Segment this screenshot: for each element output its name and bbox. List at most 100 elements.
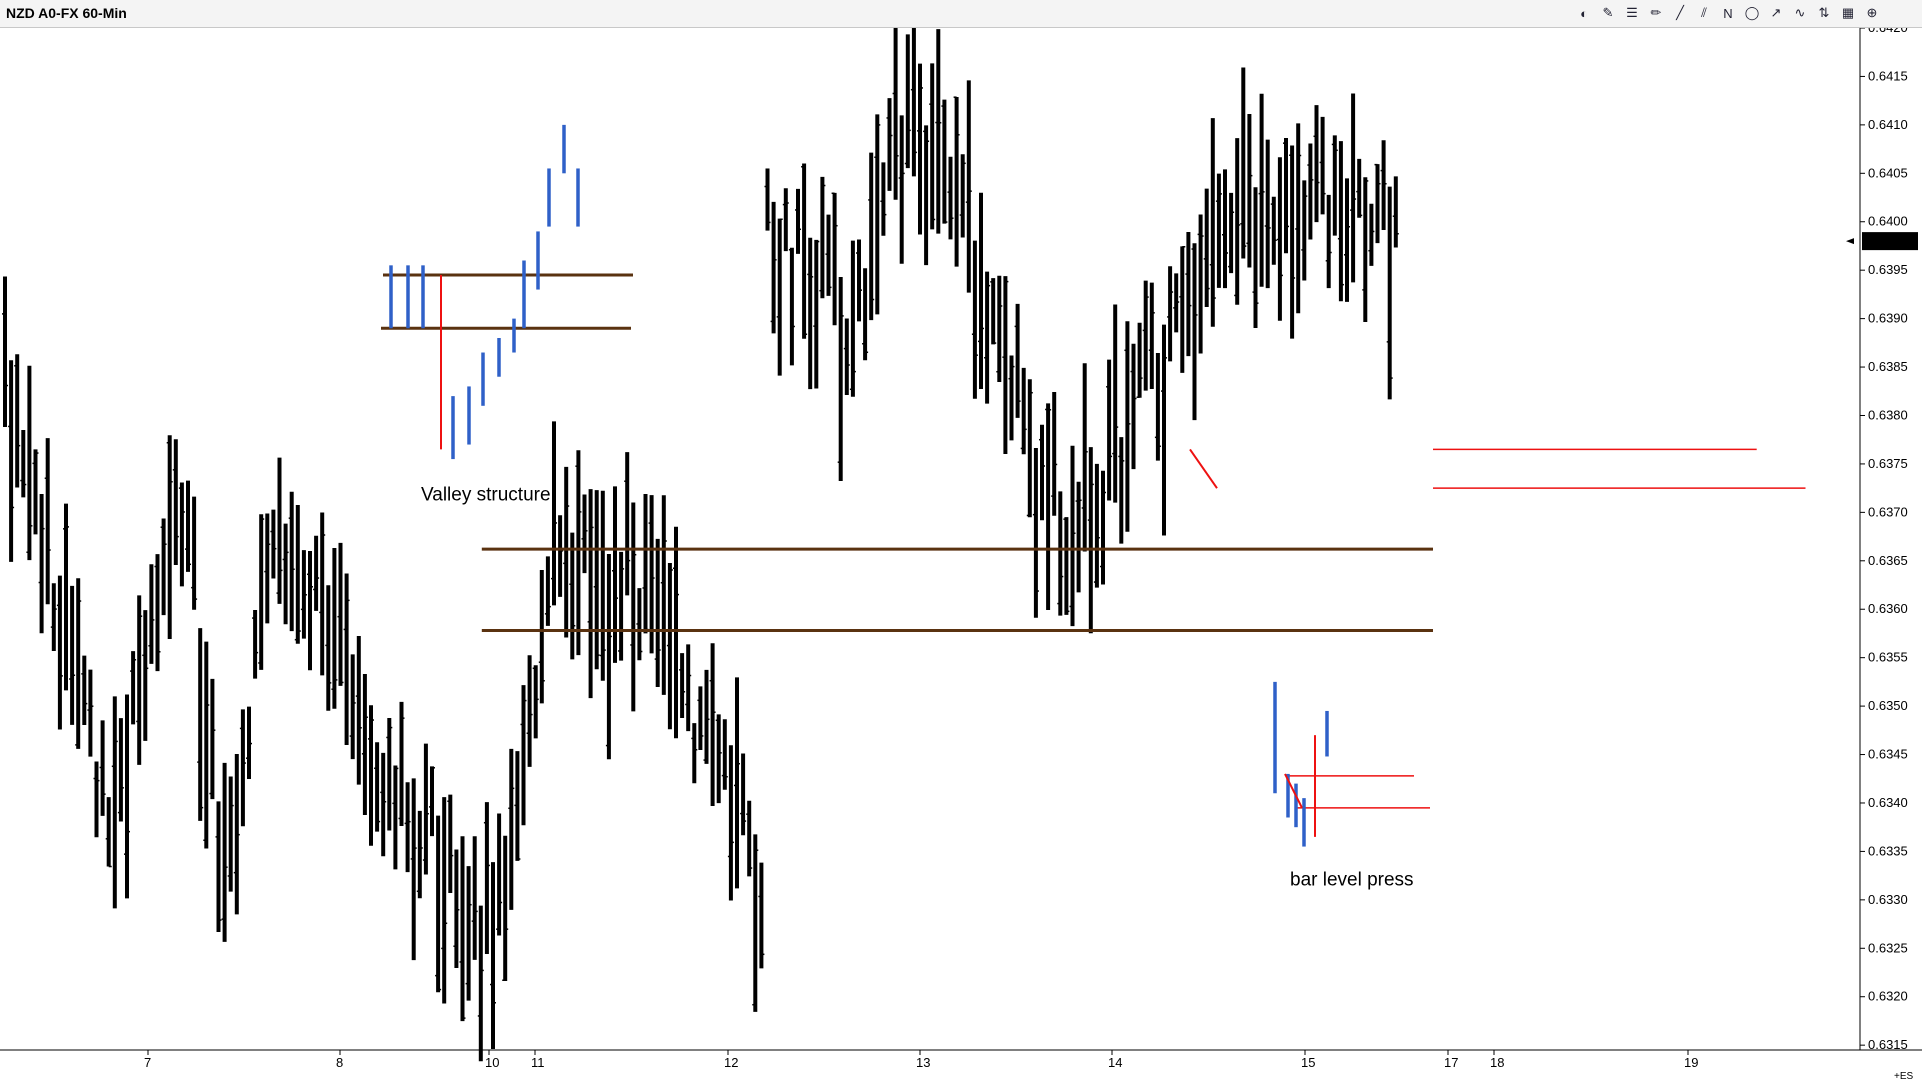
ohlc-bar bbox=[410, 778, 417, 961]
date-tick-label: 10 bbox=[485, 1055, 499, 1070]
price-tick-label: 0.6415 bbox=[1868, 68, 1908, 83]
parallel-lines-icon[interactable]: ⫽ bbox=[1701, 5, 1707, 20]
ohlc-bar bbox=[160, 518, 167, 616]
ohlc-bar bbox=[355, 635, 362, 785]
ohlc-bar bbox=[849, 240, 856, 397]
ohlc-bar bbox=[282, 523, 289, 625]
ohlc-bar bbox=[801, 163, 808, 339]
price-tick-label: 0.6395 bbox=[1868, 262, 1908, 277]
ohlc-bar bbox=[648, 495, 655, 654]
ohlc-bar bbox=[679, 653, 686, 719]
pencil-icon[interactable]: ✏ bbox=[1650, 5, 1662, 20]
n-icon[interactable]: N bbox=[1723, 5, 1733, 21]
ohlc-bar bbox=[20, 430, 27, 498]
ohlc-bar bbox=[599, 490, 606, 681]
ohlc-bar bbox=[374, 742, 381, 832]
price-tick-label: 0.6380 bbox=[1868, 407, 1908, 422]
date-tick-label: 15 bbox=[1301, 1055, 1315, 1070]
ohlc-bar bbox=[99, 720, 106, 816]
ohlc-bar bbox=[642, 494, 649, 634]
ohlc-bar bbox=[337, 542, 344, 686]
ohlc-bar bbox=[752, 834, 759, 1012]
price-tick-label: 0.6360 bbox=[1868, 601, 1908, 616]
ohlc-bar bbox=[593, 490, 600, 670]
ohlc-bar bbox=[770, 201, 777, 334]
ohlc-bar bbox=[624, 452, 631, 596]
ohlc-bar bbox=[343, 573, 350, 746]
ohlc-bar bbox=[843, 318, 850, 395]
ohlc-bar bbox=[1356, 158, 1363, 218]
date-tick-label: 19 bbox=[1684, 1055, 1698, 1070]
ohlc-bar bbox=[1301, 180, 1308, 281]
ohlc-bar bbox=[1289, 145, 1296, 339]
ohlc-bar bbox=[898, 115, 905, 264]
chart-style-icon[interactable]: ◐ bbox=[1580, 5, 1588, 21]
ohlc-bar bbox=[538, 569, 545, 704]
date-tick-label: 14 bbox=[1108, 1055, 1122, 1070]
ohlc-bar bbox=[892, 1, 899, 200]
ohlc-bar bbox=[978, 192, 984, 389]
ohlc-bar bbox=[380, 752, 387, 857]
ohlc-bar bbox=[87, 669, 94, 757]
ohlc-bar bbox=[50, 583, 57, 652]
ohlc-bar bbox=[807, 237, 814, 390]
ohlc-bar bbox=[1283, 138, 1289, 254]
ohlc-bar bbox=[319, 512, 326, 676]
ohlc-bar bbox=[520, 685, 527, 826]
ohlc-bar bbox=[514, 751, 521, 861]
ohlc-bar bbox=[1069, 445, 1076, 627]
ohlc-bar bbox=[636, 588, 643, 661]
price-tick-label: 0.6355 bbox=[1868, 650, 1908, 665]
ohlc-bar bbox=[8, 360, 15, 562]
ohlc-bar bbox=[386, 717, 393, 831]
wave-icon[interactable]: ∿ bbox=[1794, 5, 1806, 20]
ohlc-bar bbox=[734, 677, 740, 889]
current-price-arrow bbox=[1846, 238, 1854, 245]
ohlc-bar bbox=[569, 532, 576, 660]
ohlc-bar bbox=[502, 835, 509, 982]
ohlc-bar bbox=[1057, 491, 1064, 616]
ohlc-bar bbox=[172, 439, 179, 565]
ohlc-bar bbox=[1276, 157, 1283, 321]
ohlc-bar bbox=[404, 782, 411, 873]
color-icon[interactable]: ✎ bbox=[1602, 5, 1614, 20]
date-tick-label: 18 bbox=[1490, 1055, 1504, 1070]
menu-icon[interactable]: ▦ bbox=[1841, 5, 1855, 20]
ohlc-bar bbox=[441, 797, 448, 1004]
press-diagonal bbox=[1284, 773, 1303, 809]
ohlc-bar bbox=[563, 466, 570, 638]
ohlc-bar bbox=[136, 595, 143, 765]
date-tick-label: 17 bbox=[1444, 1055, 1458, 1070]
current-price-label: 0.6398 bbox=[1868, 234, 1908, 249]
ohlc-bar bbox=[1307, 143, 1314, 240]
ohlc-bar bbox=[618, 551, 625, 661]
zoom-icon[interactable]: ⊕ bbox=[1866, 5, 1878, 20]
ohlc-bar bbox=[965, 80, 972, 293]
drawing-icon[interactable]: ☰ bbox=[1626, 5, 1638, 20]
ohlc-bar bbox=[691, 723, 698, 784]
price-tick-label: 0.6345 bbox=[1868, 747, 1908, 762]
ohlc-bar bbox=[313, 535, 320, 611]
ohlc-bar bbox=[929, 63, 936, 230]
ohlc-bar bbox=[1167, 266, 1174, 362]
ohlc-bar bbox=[270, 509, 277, 579]
ohlc-bar bbox=[575, 450, 582, 656]
ohlc-bar bbox=[886, 98, 893, 191]
ohlc-bar bbox=[764, 168, 771, 231]
trendline-icon[interactable]: ╱ bbox=[1676, 5, 1684, 20]
line-tool-icon[interactable]: ↗ bbox=[1770, 5, 1782, 20]
ohlc-bar bbox=[483, 802, 490, 954]
price-tick-label: 0.6370 bbox=[1868, 504, 1908, 519]
arrow-icon[interactable]: ⇅ bbox=[1818, 5, 1830, 20]
ohlc-bar bbox=[996, 275, 1003, 383]
ohlc-bar bbox=[368, 705, 374, 846]
ohlc-bar bbox=[721, 719, 728, 790]
ohlc-bar bbox=[1100, 470, 1106, 585]
ohlc-bar bbox=[166, 435, 173, 639]
circle-icon[interactable]: ◯ bbox=[1744, 5, 1760, 20]
ohlc-bar bbox=[258, 514, 265, 670]
ohlc-bar bbox=[69, 585, 76, 725]
ohlc-bar bbox=[246, 706, 252, 780]
